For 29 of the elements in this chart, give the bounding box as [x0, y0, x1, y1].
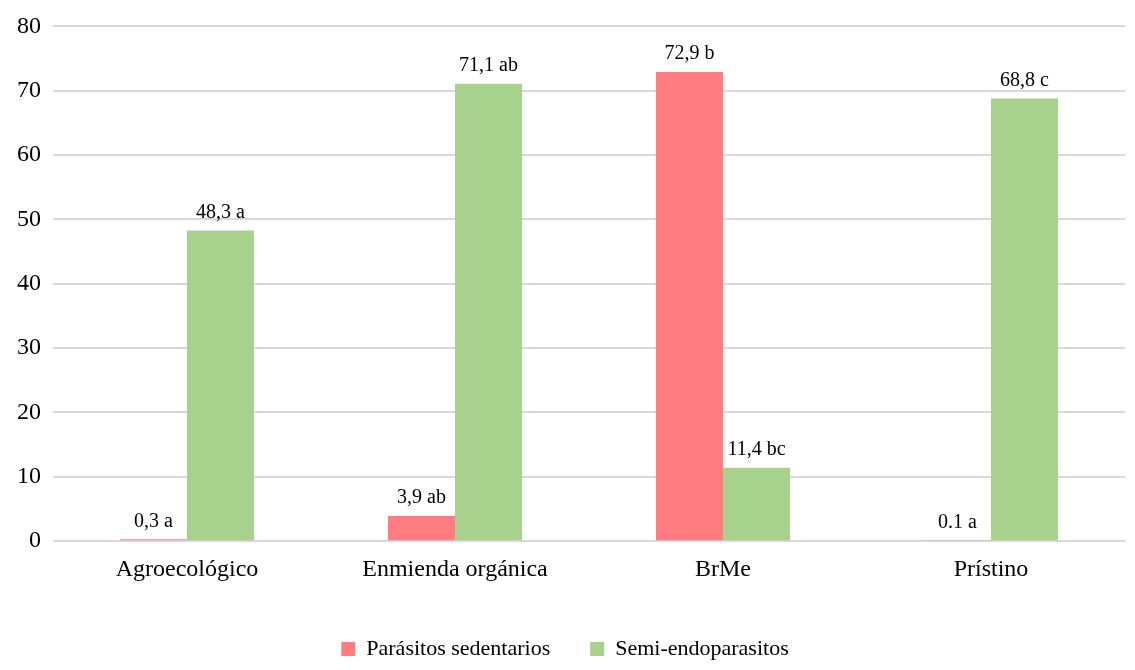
- data-label: 0,3 a: [134, 508, 174, 531]
- bar: [991, 98, 1058, 541]
- bar: [455, 83, 522, 541]
- y-tick-label: 80: [17, 11, 41, 38]
- bar: [723, 467, 790, 541]
- data-label: 11,4 bc: [727, 437, 786, 460]
- legend-label: Semi-endoparasitos: [615, 634, 789, 660]
- x-tick-label: BrMe: [695, 554, 751, 581]
- y-tick-label: 0: [29, 526, 41, 553]
- data-label: 0.1 a: [938, 509, 978, 532]
- y-tick-label: 60: [17, 140, 41, 167]
- data-label: 71,1 ab: [459, 52, 518, 75]
- y-tick-label: 40: [17, 269, 41, 296]
- y-tick-label: 70: [17, 76, 41, 103]
- bar: [187, 230, 254, 541]
- bar: [656, 72, 723, 541]
- legend-label: Parásitos sedentarios: [366, 634, 551, 660]
- y-tick-label: 50: [17, 204, 41, 231]
- x-tick-label: Prístino: [953, 554, 1029, 581]
- y-tick-label: 30: [17, 333, 41, 360]
- x-tick-label: Agroecológico: [115, 554, 259, 581]
- y-tick-label: 20: [17, 397, 41, 424]
- data-label: 3,9 ab: [397, 485, 446, 508]
- y-tick-label: 10: [17, 462, 41, 489]
- data-label: 72,9 b: [664, 41, 715, 64]
- x-tick-label: Enmienda orgánica: [362, 554, 549, 581]
- data-label: 68,8 c: [1000, 67, 1050, 90]
- data-label: 48,3 a: [196, 199, 246, 222]
- bar: [388, 516, 455, 541]
